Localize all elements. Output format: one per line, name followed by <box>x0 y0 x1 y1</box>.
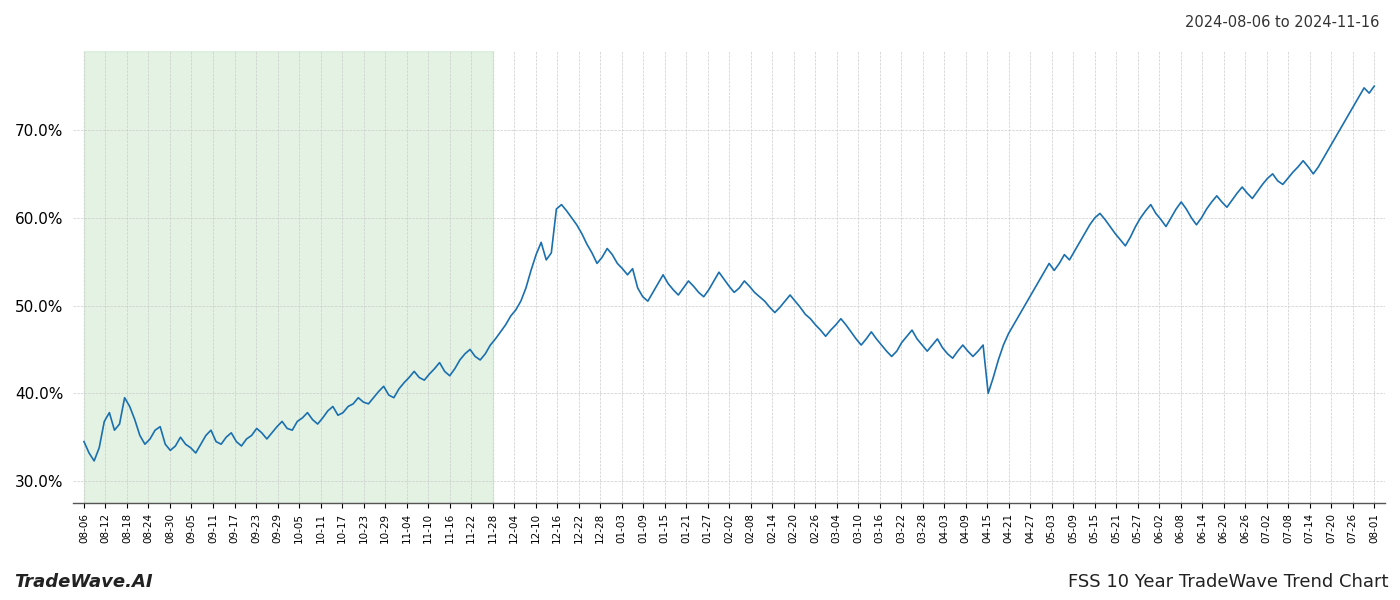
Text: 2024-08-06 to 2024-11-16: 2024-08-06 to 2024-11-16 <box>1184 15 1379 30</box>
Bar <box>84 51 493 503</box>
Text: FSS 10 Year TradeWave Trend Chart: FSS 10 Year TradeWave Trend Chart <box>1068 573 1389 591</box>
Text: TradeWave.AI: TradeWave.AI <box>14 573 153 591</box>
